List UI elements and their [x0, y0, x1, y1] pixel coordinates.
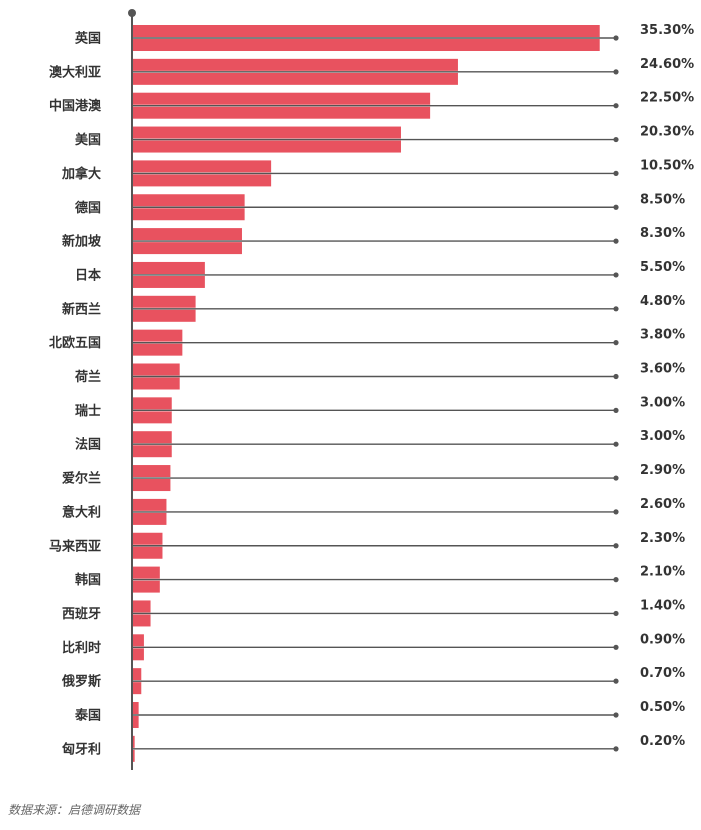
source-note: 数据来源：启德调研数据 [8, 803, 141, 817]
category-label: 韩国 [75, 572, 101, 588]
leader-dot [613, 340, 619, 346]
leader-dot [613, 475, 619, 481]
value-label: 3.60% [640, 362, 685, 377]
value-label: 2.60% [640, 497, 685, 512]
value-label: 2.30% [640, 531, 685, 546]
leader-dot [613, 678, 619, 684]
category-label: 比利时 [62, 640, 101, 656]
leader-dot [613, 373, 619, 380]
leader-dot [613, 306, 619, 312]
value-label: 0.50% [640, 700, 685, 715]
category-label: 新加坡 [62, 234, 102, 250]
category-label: 爱尔兰 [62, 471, 101, 487]
bar-chart: 英国 35.30% 澳大利亚 24.60% 中国港澳 22.50% 美国 20.30% 加拿大 1… [49, 9, 694, 770]
category-label: 荷兰 [74, 369, 101, 385]
leader-dot [613, 170, 619, 176]
category-label: 北欧五国 [49, 335, 101, 351]
leader-dot [613, 712, 619, 718]
value-label: 3.00% [640, 429, 685, 444]
value-label: 20.30% [640, 125, 694, 140]
value-label: 2.10% [640, 565, 685, 580]
leader-dot [613, 103, 619, 109]
axis-top-dot [128, 9, 136, 17]
category-label: 泰国 [74, 708, 101, 724]
leader-dot [613, 509, 619, 515]
category-label: 英国 [74, 31, 101, 47]
value-label: 35.30% [640, 23, 694, 38]
category-label: 日本 [75, 267, 101, 283]
leader-dot [613, 238, 619, 244]
category-label: 澳大利亚 [49, 64, 101, 80]
category-label: 加拿大 [61, 166, 101, 182]
value-label: 8.50% [640, 192, 685, 207]
leader-dot [613, 644, 619, 650]
value-label: 3.80% [640, 328, 685, 343]
value-label: 22.50% [640, 91, 694, 106]
leader-dot [613, 577, 619, 583]
leader-dot [613, 204, 619, 210]
value-label: 0.90% [640, 632, 685, 647]
leader-dot [613, 746, 619, 752]
category-label: 俄罗斯 [61, 674, 101, 690]
leader-dot [613, 272, 619, 278]
leader-dot [613, 136, 619, 143]
leader-dot [613, 441, 619, 447]
value-label: 10.50% [640, 158, 694, 173]
bars-layer [132, 25, 600, 762]
value-label: 4.80% [640, 294, 685, 309]
category-label: 意大利 [62, 504, 101, 520]
leader-dot [613, 407, 619, 413]
leader-dot [613, 69, 619, 75]
leader-dot [613, 35, 619, 41]
category-label: 西班牙 [62, 606, 101, 622]
value-label: 1.40% [640, 598, 685, 613]
leader-dot [613, 543, 619, 549]
value-label: 3.00% [640, 395, 685, 410]
category-label: 中国港澳 [49, 98, 102, 114]
category-label: 瑞士 [75, 403, 101, 419]
leader-dot [613, 610, 619, 617]
value-label: 0.70% [640, 666, 685, 681]
category-label: 美国 [75, 132, 101, 148]
category-label: 德国 [75, 200, 101, 216]
category-label: 马来西亚 [49, 538, 101, 554]
value-label: 2.90% [640, 463, 685, 478]
value-label: 24.60% [640, 57, 694, 72]
category-label: 法国 [75, 437, 101, 453]
axis-layer: 英国 35.30% 澳大利亚 24.60% 中国港澳 22.50% 美国 20.30% 加拿大 1… [49, 9, 694, 770]
category-label: 匈牙利 [62, 741, 101, 757]
value-label: 8.30% [640, 226, 685, 241]
value-label: 5.50% [640, 260, 685, 275]
value-label: 0.20% [640, 734, 685, 749]
category-label: 新西兰 [62, 301, 101, 317]
